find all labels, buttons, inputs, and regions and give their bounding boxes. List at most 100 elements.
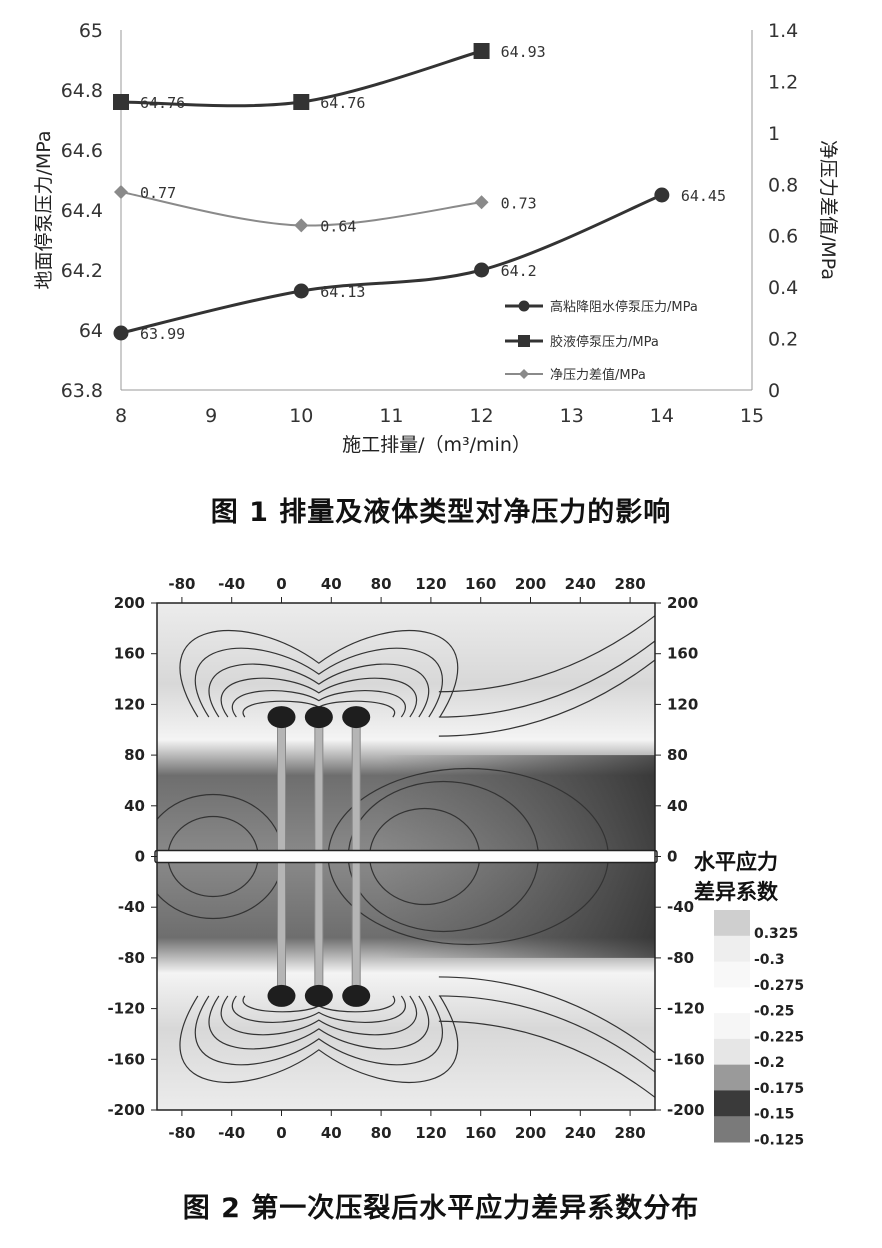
contour-line [157, 793, 284, 857]
x-tick-label-top: 0 [276, 575, 286, 593]
contour-line [208, 663, 430, 718]
x-tick-label-bottom: -80 [168, 1124, 195, 1142]
contour-line [220, 995, 418, 1036]
contour-line [438, 995, 655, 1073]
contour-line [438, 1020, 655, 1098]
fracture-tip [304, 984, 333, 1007]
heatmap-shading [157, 755, 655, 958]
data-point [293, 94, 310, 110]
legend-marker [519, 369, 529, 379]
x-tick-label-top: 120 [415, 575, 446, 593]
legend-swatch [714, 910, 750, 937]
legend-marker [518, 300, 530, 312]
contour-line [369, 807, 481, 857]
y-tick-label: 63.8 [61, 380, 103, 402]
y-tick-label-left: 160 [114, 645, 145, 663]
heatmap-plot [157, 603, 655, 1110]
contour-line [157, 856, 284, 920]
figure2-caption: 图 2 第一次压裂后水平应力差异系数分布 [182, 1193, 700, 1224]
x-tick-label: 9 [205, 405, 217, 427]
y-tick-label-right: 160 [667, 645, 698, 663]
y2-tick-label: 0.2 [768, 329, 798, 351]
y2-tick-label: 0 [768, 380, 780, 402]
legend-value: -0.2 [754, 1055, 785, 1071]
data-label: 63.99 [140, 325, 185, 343]
x-tick-label-bottom: 80 [371, 1124, 392, 1142]
legend-swatch [714, 1116, 750, 1143]
contour-line [179, 995, 459, 1083]
fracture-tip [342, 984, 371, 1007]
contour-line [438, 615, 655, 693]
y-tick-label-right: 80 [667, 746, 688, 764]
y-tick-label: 65 [79, 20, 103, 42]
y-tick-label-right: -160 [667, 1050, 705, 1068]
data-point [473, 43, 490, 59]
contour-line [167, 856, 259, 898]
x-tick-label: 12 [469, 405, 493, 427]
data-label: 64.93 [501, 43, 546, 61]
x-tick-label-top: 80 [371, 575, 392, 593]
x-tick-label-bottom: 240 [565, 1124, 596, 1142]
y-tick-label: 64 [79, 320, 103, 342]
legend-swatch [714, 1064, 750, 1091]
x-tick-label: 8 [115, 405, 127, 427]
data-point [294, 218, 309, 233]
y-tick-label-left: -40 [118, 898, 145, 916]
contour-line [231, 995, 406, 1023]
y-tick-label-left: -120 [107, 1000, 145, 1018]
contour-line [438, 640, 655, 718]
legend-marker [518, 335, 530, 347]
fracture-tip [342, 706, 371, 729]
legend-swatch [714, 987, 750, 1014]
contour-line [347, 856, 539, 933]
heatmap-background [157, 603, 655, 1110]
contour-line [438, 976, 655, 1054]
data-label: 0.73 [501, 194, 537, 212]
x-tick-label-bottom: 200 [515, 1124, 546, 1142]
fracture-tip [304, 706, 333, 729]
x-tick-label: 14 [650, 405, 674, 427]
y-tick-label-right: -40 [667, 898, 694, 916]
x-tick-label: 10 [289, 405, 313, 427]
y-tick-label: 64.6 [61, 140, 103, 162]
y2-tick-label: 0.4 [768, 277, 798, 299]
legend-title-line2: 差异系数 [694, 880, 778, 904]
x-tick-label-bottom: 40 [321, 1124, 342, 1142]
contour-line [220, 677, 418, 718]
y-tick-label-left: 120 [114, 695, 145, 713]
contour-line [347, 780, 539, 857]
legend-label: 高粘降阻水停泵压力/MPa [550, 299, 698, 315]
x-tick-label-bottom: -40 [218, 1124, 245, 1142]
fracture [351, 716, 361, 997]
contour-line [231, 690, 406, 718]
y-tick-label-right: -120 [667, 1000, 705, 1018]
contour-line [242, 700, 396, 718]
contour-line [208, 995, 430, 1050]
x-tick-label-top: 160 [465, 575, 496, 593]
x-tick-label-top: -80 [168, 575, 195, 593]
x-tick-label-top: 200 [515, 575, 546, 593]
legend-value: -0.275 [754, 978, 804, 994]
legend-title-line1: 水平应力 [694, 850, 778, 874]
y-tick-label-right: -200 [667, 1101, 705, 1119]
legend-value: -0.175 [754, 1081, 804, 1097]
x-tick-label-top: 280 [614, 575, 645, 593]
legend-swatch [714, 1038, 750, 1066]
data-point [474, 195, 489, 210]
legend-label: 胶液停泵压力/MPa [550, 334, 659, 350]
plot-frame [156, 602, 656, 1111]
fracture-tip [267, 984, 296, 1007]
figure1-chart: 8 9 10 11 12 13 14 15 63.8 64 64.2 64.4 64.6 64.8 65 0 0… [33, 20, 839, 456]
y-tick-label-right: -80 [667, 949, 694, 967]
y2-axis-title: 净压力差值/MPa [817, 140, 839, 280]
data-point [114, 185, 128, 199]
data-point [474, 262, 490, 278]
y-tick-label-right: 0 [667, 848, 677, 866]
legend-value: -0.15 [754, 1107, 794, 1123]
y2-tick-label: 0.6 [768, 226, 798, 248]
fracture [277, 716, 286, 997]
legend-value: -0.25 [754, 1004, 794, 1020]
y2-tick-label: 1.4 [768, 20, 798, 42]
data-point [293, 283, 309, 299]
y-tick-label: 64.2 [61, 260, 103, 282]
